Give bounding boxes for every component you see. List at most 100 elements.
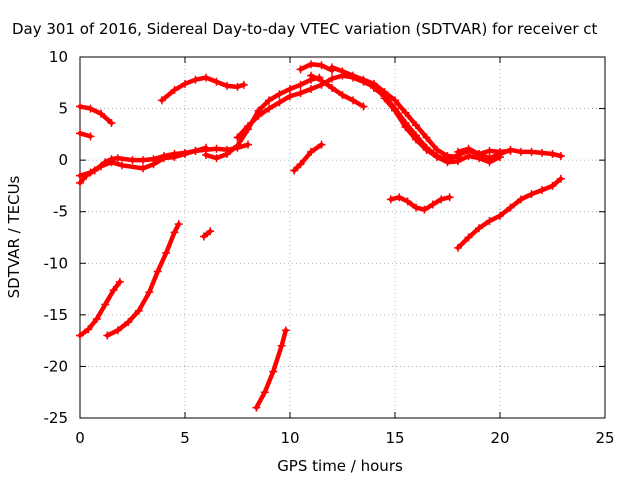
data-point-marker [380,94,389,103]
data-point-marker [328,74,336,83]
x-tick-label: 0 [75,429,85,447]
data-point-marker [86,104,95,113]
data-point-marker [223,81,231,90]
x-tick-label: 15 [385,429,404,447]
x-axis-label: GPS time / hours [277,457,403,475]
series-line [203,75,322,161]
y-axis-label: SDTVAR / TECUs [5,175,23,298]
data-point-marker [76,102,84,111]
data-point-marker [317,76,326,85]
series-arc18 [103,220,183,340]
y-tick-label: -15 [44,306,69,324]
data-point-marker [548,149,557,158]
data-point-marker [160,154,168,163]
data-point-marker [420,205,429,214]
data-point-marker [113,326,122,335]
data-point-marker [395,193,404,202]
data-point-marker [76,331,84,340]
data-point-marker [202,143,210,152]
data-point-marker [286,84,294,93]
data-point-marker [386,195,395,204]
series-line [235,73,377,140]
y-tick-label: 0 [58,151,68,169]
series-line [298,61,335,73]
data-point-marker [139,164,147,173]
data-point-marker [317,61,326,70]
x-tick-label: 25 [595,429,614,447]
data-point-marker [422,133,431,142]
data-point-marker [307,71,315,80]
data-point-marker [124,318,133,327]
data-point-marker [139,156,147,165]
data-point-marker [170,86,179,95]
data-point-marker [239,80,248,89]
series-arc2 [76,143,210,180]
data-point-marker [277,341,286,350]
data-point-marker [134,306,143,315]
data-point-marker [485,216,494,225]
series-arc9 [307,71,368,111]
data-point-marker [454,243,462,252]
data-point-marker [97,162,105,171]
data-point-marker [475,149,483,158]
data-point-marker [296,80,305,89]
data-point-marker [107,119,116,128]
data-point-marker [464,233,473,242]
series-arc15 [386,193,454,214]
chart-title: Day 301 of 2016, Sidereal Day-to-day VTE… [12,20,598,38]
data-point-marker [252,403,261,412]
data-point-marker [496,211,504,220]
data-point-marker [265,96,273,105]
data-point-marker [212,144,221,153]
tick-layer: 0 5 10 15 20 25 -25 -20 -15 -10 -5 0 5 10 [44,48,615,447]
y-tick-label: -20 [44,357,69,375]
series-arc4 [76,129,95,141]
data-point-marker [181,79,189,88]
data-point-marker [527,190,536,199]
series-arc20 [252,326,290,412]
data-point-marker [254,111,263,120]
data-point-marker [317,140,326,149]
series-arc6 [202,73,324,163]
data-point-marker [191,146,200,155]
data-point-marker [76,171,84,180]
data-point-marker [506,146,515,155]
data-point-marker [445,193,454,202]
data-point-marker [412,135,420,144]
data-point-marker [556,152,565,161]
data-point-marker [149,160,158,169]
series-arc14 [290,140,326,175]
data-point-marker [223,149,231,158]
series-arc17 [76,277,124,340]
data-point-marker [269,367,278,376]
data-point-marker [485,146,494,155]
data-point-marker [412,203,420,212]
data-point-marker [422,145,431,154]
data-point-marker [76,129,84,138]
data-point-marker [556,174,565,183]
series-arc3 [76,102,116,128]
data-point-marker [475,224,483,233]
data-point-marker [101,300,110,309]
data-point-marker [338,67,347,76]
y-tick-label: -5 [53,203,68,221]
data-point-marker [401,123,410,132]
x-tick-label: 20 [490,429,509,447]
data-point-marker [412,121,420,130]
data-point-marker [517,147,525,156]
data-point-marker [281,326,290,335]
data-point-marker [527,147,536,156]
data-point-marker [296,89,305,98]
data-point-marker [174,220,183,229]
data-point-marker [244,140,252,149]
data-point-marker [212,77,221,86]
data-point-marker [86,132,95,141]
data-point-marker [485,158,494,167]
data-point-marker [233,82,242,91]
data-point-marker [244,122,252,131]
data-point-marker [290,166,299,175]
data-point-marker [506,203,515,212]
series-arc16 [454,174,565,252]
data-point-marker [202,73,210,82]
